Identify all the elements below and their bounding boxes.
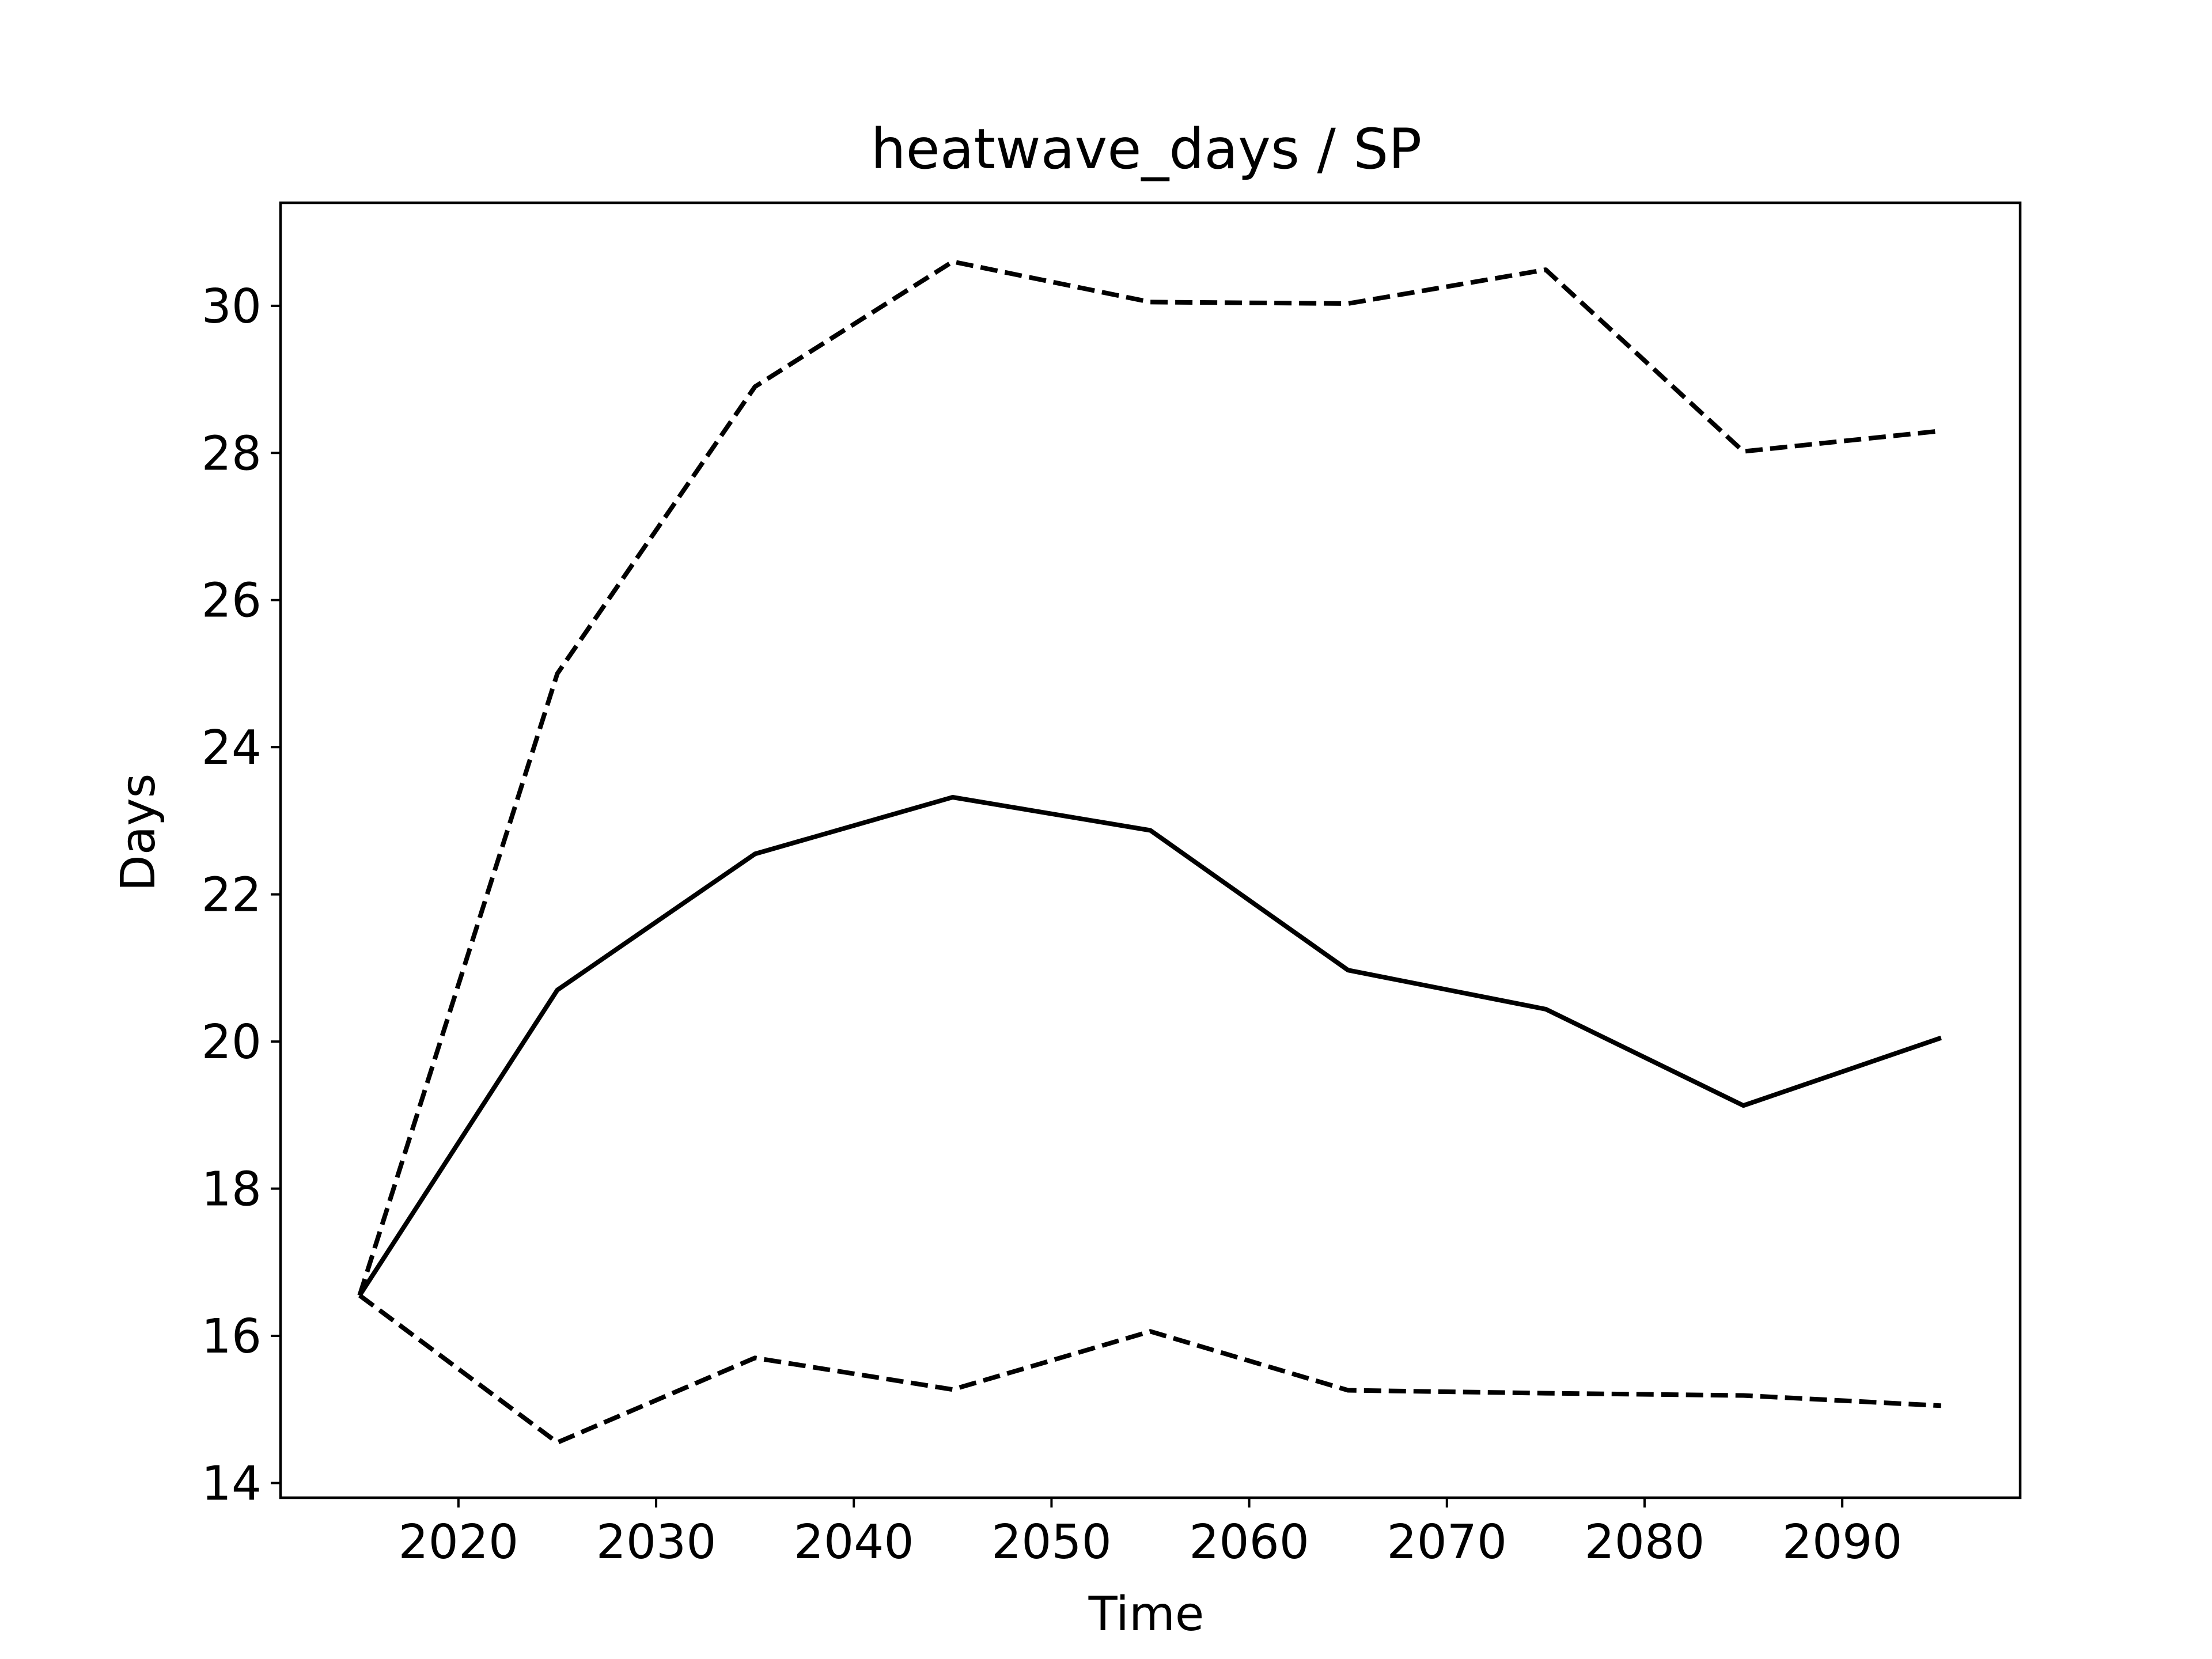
series-line-2 <box>357 259 1942 1297</box>
y-axis: 14 16 18 20 22 24 26 28 30 <box>202 279 281 1511</box>
y-axis-label: Days <box>111 774 166 892</box>
x-tick-label: 2090 <box>1782 1515 1903 1570</box>
x-tick-label: 2020 <box>399 1515 519 1570</box>
series-layer <box>357 259 1942 1445</box>
y-tick-label: 28 <box>202 426 262 481</box>
y-tick-label: 30 <box>202 279 262 334</box>
series-line-3 <box>358 1293 1941 1445</box>
series-line-1 <box>357 795 1942 1297</box>
chart-title: heatwave_days / SP <box>871 117 1422 181</box>
x-axis: 2020 2030 2040 2050 2060 2070 2080 2090 <box>399 1498 1903 1570</box>
y-tick-label: 16 <box>202 1309 262 1364</box>
x-axis-label: Time <box>1088 1587 1205 1642</box>
x-tick-label: 2070 <box>1387 1515 1507 1570</box>
y-tick-label: 22 <box>202 868 262 923</box>
x-tick-label: 2040 <box>794 1515 914 1570</box>
y-tick-label: 24 <box>202 721 262 775</box>
y-tick-label: 20 <box>202 1015 262 1070</box>
x-tick-label: 2050 <box>991 1515 1112 1570</box>
plot-area <box>279 201 2022 1499</box>
x-tick-label: 2080 <box>1585 1515 1705 1570</box>
y-tick-label: 18 <box>202 1162 262 1217</box>
y-tick-label: 26 <box>202 574 262 628</box>
x-tick-label: 2030 <box>596 1515 717 1570</box>
plot-frame <box>279 201 2022 1499</box>
x-tick-label: 2060 <box>1189 1515 1309 1570</box>
y-tick-label: 14 <box>202 1456 262 1511</box>
